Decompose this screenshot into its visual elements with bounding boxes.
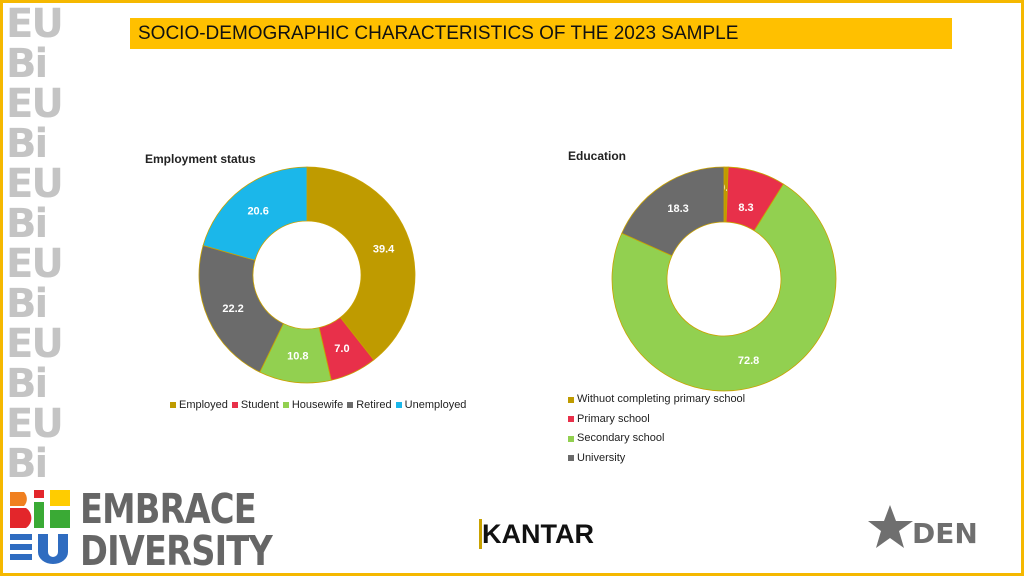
donut-slice-university bbox=[621, 166, 725, 257]
legend-swatch bbox=[170, 402, 176, 408]
education-chart-title: Education bbox=[568, 149, 627, 163]
embrace-diversity-logo-mark bbox=[10, 490, 70, 564]
donut-slice-retired bbox=[198, 245, 284, 373]
legend-label: Primary school bbox=[577, 412, 650, 425]
den-logo-text: DEN bbox=[912, 517, 978, 550]
legend-item: Housewife bbox=[282, 399, 344, 411]
sidebar-pattern: EU Bi EU Bi EU Bi EU Bi EU Bi EU Bi bbox=[6, 1, 64, 487]
employment-legend: Employed Student Housewife Retired Unemploye… bbox=[170, 399, 470, 411]
donut-slice-employed bbox=[306, 166, 416, 361]
legend-label: University bbox=[577, 451, 626, 464]
data-label: 18.3 bbox=[667, 203, 688, 215]
legend-item: Withuot completing primary school bbox=[568, 390, 793, 409]
legend-swatch bbox=[231, 402, 238, 408]
legend-swatch bbox=[568, 416, 574, 422]
legend-swatch bbox=[568, 455, 574, 461]
legend-label: Retired bbox=[356, 399, 392, 411]
data-label: 22.2 bbox=[222, 303, 243, 315]
data-label: 72.8 bbox=[738, 355, 759, 367]
employment-chart-title: Employment status bbox=[145, 152, 256, 166]
slide-title: SOCIO-DEMOGRAPHIC CHARACTERISTICS OF THE… bbox=[130, 18, 952, 49]
donut-slice-unemployed bbox=[202, 166, 308, 261]
legend-label: Unemployed bbox=[404, 399, 467, 411]
den-logo: DEN bbox=[868, 505, 978, 550]
data-label: 10.8 bbox=[287, 350, 308, 362]
legend-swatch bbox=[347, 402, 354, 408]
legend-item: Student bbox=[231, 399, 279, 411]
legend-item: University bbox=[568, 449, 668, 468]
data-label: 20.6 bbox=[247, 205, 268, 217]
data-label: 39.4 bbox=[373, 244, 395, 256]
legend-item: Retired bbox=[347, 399, 392, 411]
legend-item: Unemployed bbox=[395, 399, 467, 411]
legend-label: Student bbox=[240, 399, 279, 411]
legend-label: Withuot completing primary school bbox=[577, 393, 746, 405]
donut-slice-secondary-school bbox=[611, 183, 837, 392]
legend-swatch bbox=[282, 402, 289, 408]
legend-swatch bbox=[568, 396, 574, 403]
data-label: 8.3 bbox=[738, 202, 753, 214]
legend-item: Secondary school bbox=[568, 429, 793, 448]
legend-label: Secondary school bbox=[577, 432, 665, 444]
data-label: 7.0 bbox=[334, 343, 349, 355]
legend-label: Housewife bbox=[291, 399, 344, 411]
legend-item: Employed bbox=[170, 399, 228, 411]
embrace-diversity-logo-text: EMBRACE DIVERSITY bbox=[80, 485, 273, 575]
legend-item: Primary school bbox=[568, 410, 668, 429]
legend-label: Employed bbox=[179, 399, 228, 411]
kantar-logo: KANTAR bbox=[479, 519, 594, 550]
education-legend: Withuot completing primary school Primary… bbox=[568, 390, 898, 468]
legend-swatch bbox=[395, 402, 402, 408]
legend-swatch bbox=[568, 435, 574, 442]
